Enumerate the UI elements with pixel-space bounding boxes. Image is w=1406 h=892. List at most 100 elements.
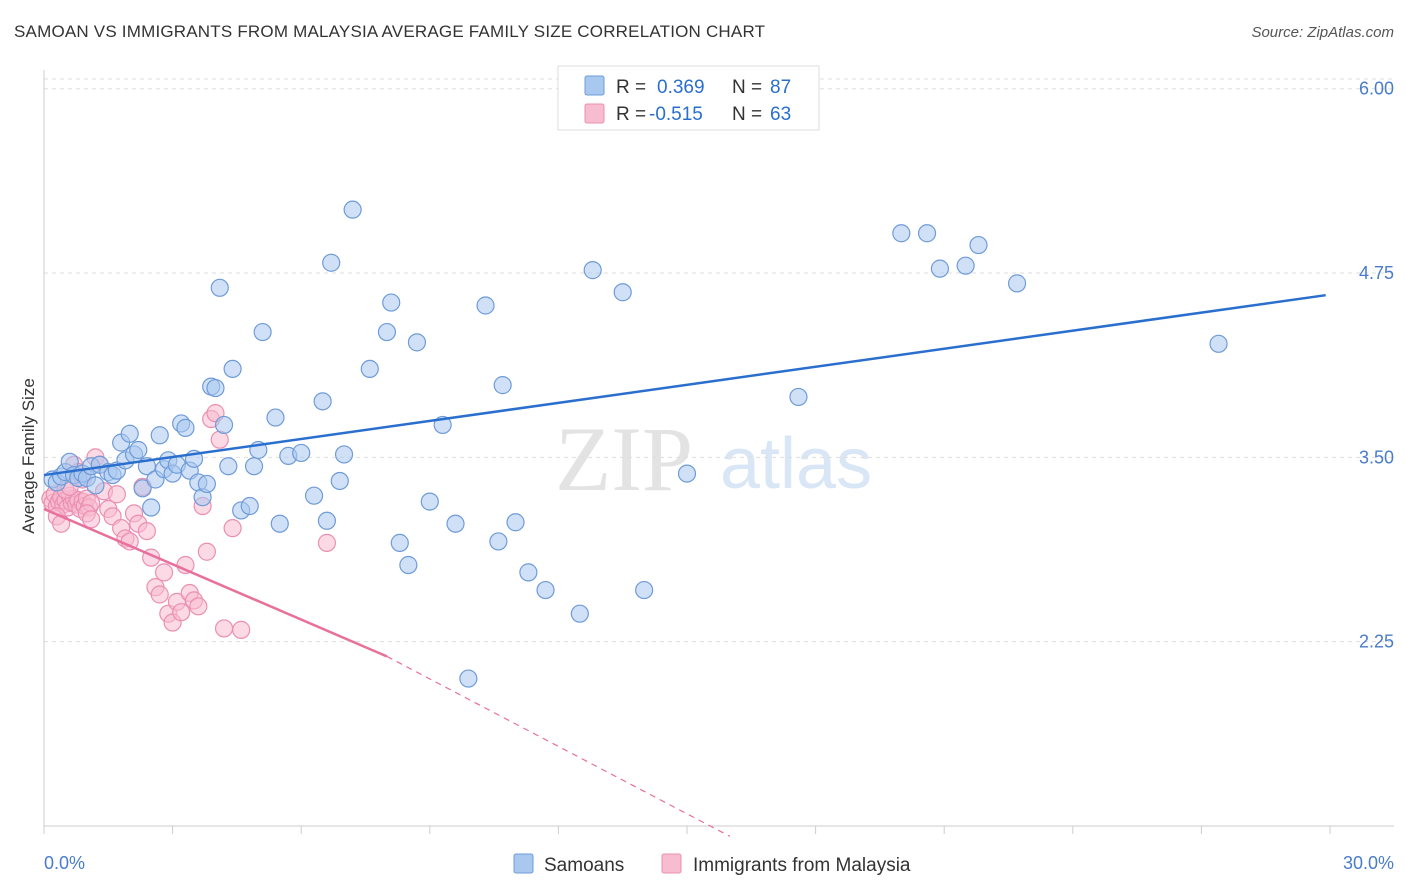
point-samoans (420, 492, 439, 511)
watermark-zip: ZIP (555, 408, 693, 510)
point-samoans (313, 392, 332, 411)
watermark-atlas: atlas (720, 424, 872, 504)
point-samoans (956, 256, 975, 275)
series-samoans-points (43, 200, 1228, 688)
point-samoans (536, 580, 555, 600)
point-samoans (133, 479, 152, 498)
point-malaysia (107, 485, 126, 504)
point-samoans (266, 408, 285, 427)
point-samoans (377, 322, 397, 342)
y-tick-labels: 2.25 3.50 4.75 6.00 (1359, 79, 1394, 652)
point-samoans (330, 471, 349, 491)
point-samoans (476, 296, 495, 315)
point-malaysia (154, 563, 174, 582)
point-samoans (292, 443, 311, 463)
point-samoans (86, 476, 105, 495)
point-malaysia (214, 619, 234, 638)
point-samoans (142, 498, 161, 517)
point-malaysia (317, 533, 337, 552)
bottom-legend-swatch-malaysia (661, 853, 682, 874)
point-samoans (399, 555, 418, 575)
legend-n-label-samoans: N = (732, 77, 762, 98)
point-malaysia (172, 603, 191, 622)
series-malaysia-points (41, 404, 337, 639)
point-samoans (1209, 334, 1228, 353)
y-tick-label: 2.25 (1359, 632, 1394, 652)
point-samoans (930, 259, 950, 278)
point-samoans (635, 580, 654, 600)
point-samoans (304, 486, 324, 505)
bottom-legend-label-samoans: Samoans (544, 855, 624, 876)
bottom-legend: Samoans Immigrants from Malaysia (513, 853, 911, 876)
legend-r-value-malaysia: -0.515 (649, 104, 703, 125)
point-malaysia (223, 519, 242, 538)
point-samoans (120, 424, 139, 443)
point-samoans (210, 278, 229, 297)
point-samoans (360, 359, 379, 379)
point-malaysia (232, 620, 251, 639)
watermark: ZIP atlas (555, 408, 872, 510)
point-samoans (459, 669, 478, 688)
point-samoans (129, 440, 148, 460)
gridlines (44, 78, 1394, 643)
legend-swatch-samoans (584, 75, 605, 96)
point-samoans (519, 563, 538, 582)
point-samoans (322, 253, 341, 272)
point-samoans (677, 464, 697, 483)
y-tick-label: 6.00 (1359, 79, 1394, 99)
chart-title: SAMOAN VS IMMIGRANTS FROM MALAYSIA AVERA… (14, 22, 766, 41)
point-malaysia (82, 510, 101, 529)
point-samoans (917, 224, 937, 243)
y-tick-label: 4.75 (1359, 263, 1394, 283)
trend-lines (43, 293, 1326, 837)
y-axis-label: Average Family Size (19, 378, 38, 534)
legend-r-label-malaysia: R = (616, 104, 646, 125)
point-samoans (613, 283, 632, 302)
chart-source: Source: ZipAtlas.com (1251, 24, 1394, 41)
axes (43, 70, 1394, 834)
point-samoans (446, 514, 465, 533)
point-samoans (969, 235, 988, 255)
legend-r-value-samoans: 0.369 (657, 77, 705, 98)
legend-n-value-samoans: 87 (770, 77, 791, 98)
point-samoans (1007, 274, 1027, 293)
trend-line-samoans (43, 293, 1326, 477)
legend-n-value-malaysia: 63 (770, 104, 791, 125)
point-samoans (789, 387, 808, 407)
legend-n-label-malaysia: N = (732, 104, 762, 125)
point-malaysia (189, 597, 208, 616)
legend-r-label-samoans: R = (616, 77, 646, 98)
point-samoans (244, 457, 264, 476)
point-samoans (253, 322, 272, 342)
point-malaysia (197, 542, 216, 561)
bottom-legend-swatch-samoans (513, 853, 534, 874)
point-samoans (390, 533, 409, 552)
point-samoans (176, 418, 195, 437)
bottom-legend-label-malaysia: Immigrants from Malaysia (693, 855, 911, 876)
point-samoans (240, 496, 259, 516)
point-samoans (197, 474, 216, 494)
point-samoans (150, 426, 169, 445)
point-samoans (489, 532, 508, 551)
point-samoans (317, 511, 337, 530)
point-samoans (570, 604, 589, 623)
point-samoans (892, 224, 911, 243)
trend-line-malaysia-extension (386, 655, 731, 837)
point-samoans (493, 376, 512, 395)
x-tick-labels: 0.0% 30.0% (44, 853, 1394, 873)
x-tick-label-min: 0.0% (44, 853, 85, 873)
point-samoans (583, 261, 602, 280)
trend-line-malaysia (43, 507, 388, 658)
point-malaysia (137, 521, 156, 541)
point-samoans (382, 293, 401, 312)
point-samoans (223, 359, 242, 379)
point-samoans (219, 457, 238, 476)
point-samoans (214, 415, 234, 435)
point-samoans (270, 514, 289, 533)
legend-swatch-malaysia (584, 103, 605, 124)
point-samoans (506, 513, 525, 532)
point-malaysia (150, 585, 169, 604)
point-samoans (407, 333, 427, 352)
point-samoans (343, 200, 362, 219)
